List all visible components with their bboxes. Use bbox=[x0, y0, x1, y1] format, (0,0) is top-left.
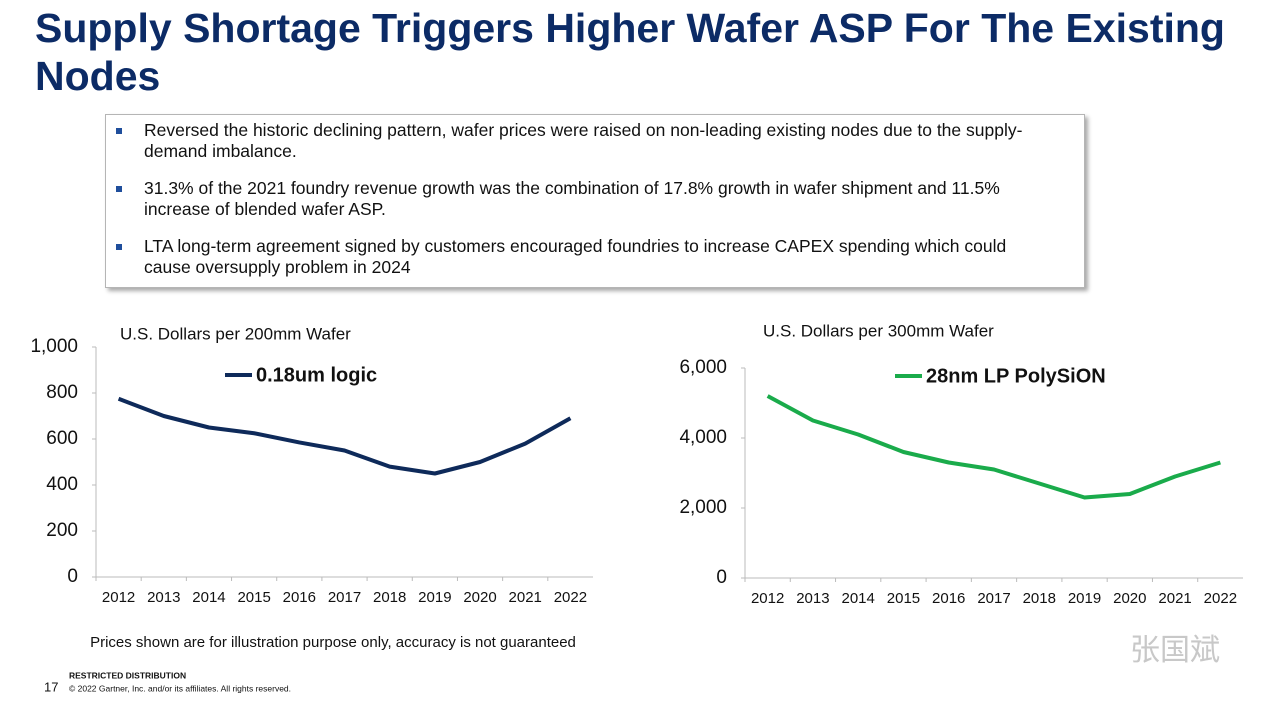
x-tick-label: 2016 bbox=[283, 589, 316, 606]
x-tick-label: 2016 bbox=[932, 590, 965, 607]
data-line bbox=[117, 396, 572, 476]
footnote: Prices shown are for illustration purpos… bbox=[90, 634, 576, 651]
y-tick-label: 4,000 bbox=[679, 427, 727, 448]
axis-title: U.S. Dollars per 300mm Wafer bbox=[763, 321, 994, 340]
slide-title: Supply Shortage Triggers Higher Wafer AS… bbox=[35, 5, 1225, 99]
x-tick-label: 2015 bbox=[237, 589, 270, 606]
copyright: © 2022 Gartner, Inc. and/or its affiliat… bbox=[69, 683, 291, 693]
x-tick-label: 2015 bbox=[887, 590, 920, 607]
x-tick-label: 2012 bbox=[751, 590, 784, 607]
x-tick-label: 2017 bbox=[977, 590, 1010, 607]
bullet-box: Reversed the historic declining pattern,… bbox=[105, 114, 1085, 288]
legend-label: 0.18um logic bbox=[256, 364, 377, 386]
x-tick-label: 2022 bbox=[1204, 590, 1237, 607]
bullet: 31.3% of the 2021 foundry revenue growth… bbox=[116, 178, 1054, 220]
data-line bbox=[766, 394, 1221, 500]
y-tick-label: 800 bbox=[46, 382, 78, 403]
y-tick-label: 0 bbox=[67, 566, 78, 587]
y-tick-label: 600 bbox=[46, 428, 78, 449]
y-tick-label: 400 bbox=[46, 474, 78, 495]
x-tick-label: 2014 bbox=[192, 589, 225, 606]
x-tick-label: 2013 bbox=[796, 590, 829, 607]
x-tick-label: 2019 bbox=[418, 589, 451, 606]
x-tick-label: 2022 bbox=[554, 589, 587, 606]
y-tick-label: 6,000 bbox=[679, 357, 727, 378]
x-tick-label: 2018 bbox=[373, 589, 406, 606]
restricted-label: RESTRICTED DISTRIBUTION bbox=[69, 670, 186, 680]
x-tick-label: 2012 bbox=[102, 589, 135, 606]
legend-label: 28nm LP PolySiON bbox=[926, 365, 1106, 387]
x-tick-label: 2013 bbox=[147, 589, 180, 606]
y-tick-label: 1,000 bbox=[30, 336, 78, 357]
x-tick-label: 2019 bbox=[1068, 590, 1101, 607]
page-number: 17 bbox=[44, 679, 58, 694]
x-tick-label: 2020 bbox=[463, 589, 496, 606]
x-tick-label: 2018 bbox=[1023, 590, 1056, 607]
bullet: Reversed the historic declining pattern,… bbox=[116, 120, 1054, 162]
x-tick-label: 2020 bbox=[1113, 590, 1146, 607]
x-tick-label: 2017 bbox=[328, 589, 361, 606]
y-tick-label: 200 bbox=[46, 520, 78, 541]
x-tick-label: 2021 bbox=[509, 589, 542, 606]
y-tick-label: 0 bbox=[716, 567, 727, 588]
x-tick-label: 2021 bbox=[1158, 590, 1191, 607]
axis-title: U.S. Dollars per 200mm Wafer bbox=[120, 324, 351, 343]
watermark: 张国斌 bbox=[1130, 634, 1220, 667]
x-tick-label: 2014 bbox=[841, 590, 874, 607]
y-tick-label: 2,000 bbox=[679, 497, 727, 518]
bullet: LTA long-term agreement signed by custom… bbox=[116, 236, 1054, 278]
